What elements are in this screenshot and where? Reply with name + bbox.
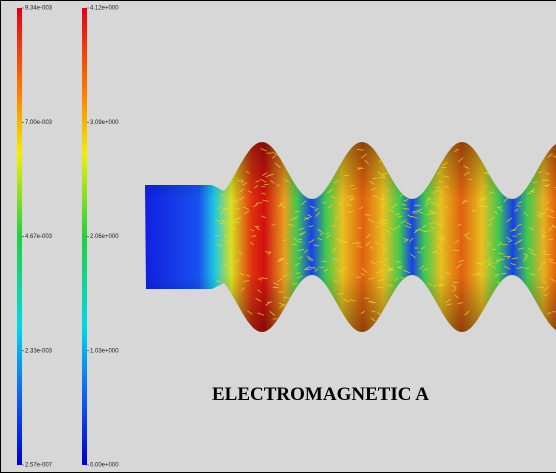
field-arrow bbox=[512, 236, 516, 237]
tick-label: 0.00e+000 bbox=[90, 463, 119, 469]
tick-label: 4.12e+000 bbox=[90, 6, 119, 12]
tick-label: 1.03e+000 bbox=[90, 348, 119, 354]
tick-label: 2.33e-003 bbox=[25, 348, 53, 354]
field-arrow bbox=[443, 187, 448, 188]
tick-label: 2.57e-007 bbox=[25, 463, 53, 469]
field-arrow bbox=[298, 239, 303, 240]
caption: ELECTROMAGNETIC A bbox=[212, 384, 429, 405]
field-arrow bbox=[350, 199, 354, 200]
tick-label: 7.00e-003 bbox=[25, 120, 53, 126]
field-arrow bbox=[350, 186, 354, 187]
field-arrow bbox=[417, 252, 421, 253]
tick-label: 9.34e-003 bbox=[25, 6, 53, 12]
tick-label: 4.67e-003 bbox=[25, 234, 53, 240]
tick-label: 3.09e+000 bbox=[90, 120, 119, 126]
tick-label: 2.06e+000 bbox=[90, 234, 119, 240]
colorbar bbox=[17, 8, 22, 465]
visualization: ELECTROMAGNETIC A 9.34e-003 7.00e-003 4.67… bbox=[0, 0, 556, 473]
colorbar bbox=[82, 8, 87, 465]
